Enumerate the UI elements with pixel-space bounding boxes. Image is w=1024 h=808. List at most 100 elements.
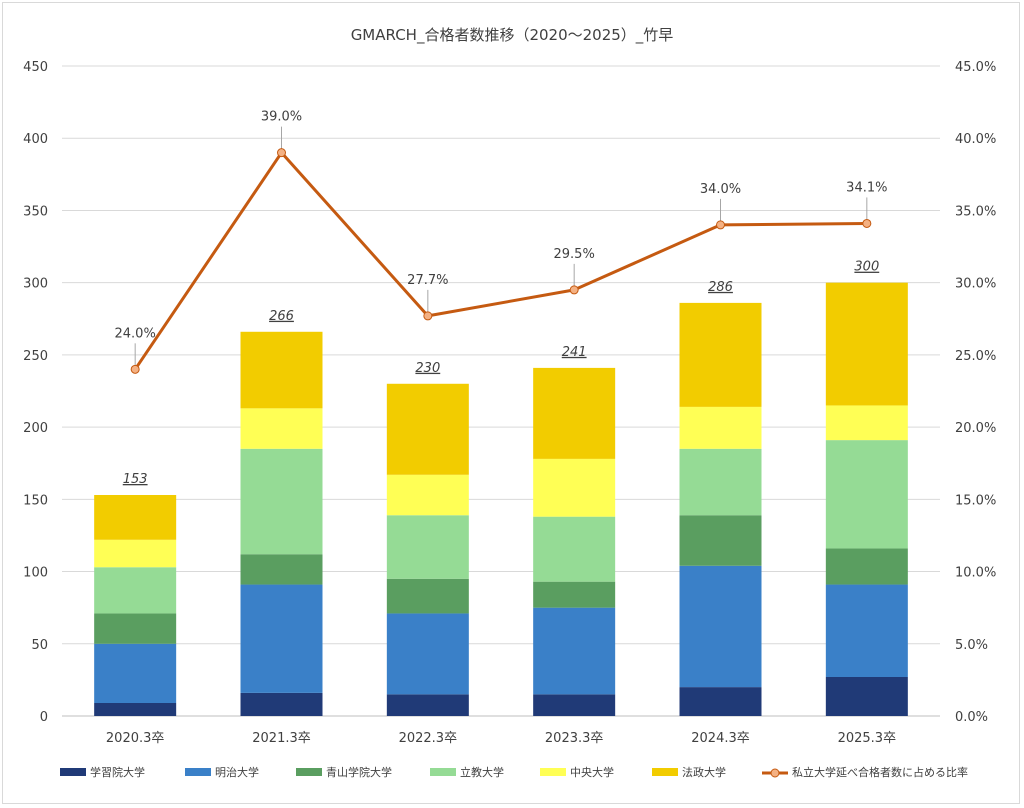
x-tick-label: 2022.3卒 xyxy=(399,731,458,746)
x-tick-label: 2025.3卒 xyxy=(838,731,897,746)
y2-tick-label: 20.0% xyxy=(955,421,996,436)
bar-segment xyxy=(240,448,323,555)
bar-segment xyxy=(679,687,762,716)
bar-total-label: 153 xyxy=(123,472,148,487)
bar-segment xyxy=(386,383,469,475)
y-axis-left: 0 50 100 150 200 250 300 350 400 450 xyxy=(23,60,48,725)
bar-segment xyxy=(94,703,177,716)
chart-title: GMARCH_合格者数推移（2020～2025）_竹早 xyxy=(351,26,674,45)
bar-segment xyxy=(533,516,616,582)
ratio-label: 34.1% xyxy=(846,180,887,195)
x-tick-label: 2020.3卒 xyxy=(106,731,165,746)
y2-tick-label: 40.0% xyxy=(955,132,996,147)
legend-swatch xyxy=(652,768,678,776)
legend-label: 法政大学 xyxy=(682,765,726,779)
ratio-label: 29.5% xyxy=(554,247,595,262)
y2-tick-label: 25.0% xyxy=(955,349,996,364)
bar-segment xyxy=(825,548,908,585)
bar-total-label: 266 xyxy=(269,309,294,324)
legend-label: 中央大学 xyxy=(570,765,614,779)
y2-tick-label: 45.0% xyxy=(955,60,996,75)
y2-tick-label: 10.0% xyxy=(955,566,996,581)
bar-total-label: 230 xyxy=(415,361,440,376)
ratio-label: 39.0% xyxy=(261,110,302,125)
bar-segment xyxy=(386,578,469,614)
bar-segment xyxy=(386,613,469,695)
bar-segment xyxy=(386,694,469,716)
legend-swatch xyxy=(185,768,211,776)
bar-total-label: 241 xyxy=(562,345,587,360)
bar-segment xyxy=(533,607,616,695)
bar-segment xyxy=(825,584,908,677)
y2-tick-label: 0.0% xyxy=(955,710,988,725)
bar-segment xyxy=(94,567,177,614)
total-labels: 153 266 230 241 286 300 xyxy=(123,260,879,487)
bar-segment xyxy=(825,440,908,549)
ratio-line-path xyxy=(133,151,867,371)
bar-segment xyxy=(679,515,762,566)
legend-line-marker xyxy=(770,768,780,778)
bar-segment xyxy=(533,581,616,608)
y-tick-label: 450 xyxy=(23,60,48,75)
bar-segment xyxy=(94,495,177,540)
bar-segment xyxy=(533,367,616,459)
ratio-label: 27.7% xyxy=(407,273,448,288)
bar-segment xyxy=(679,302,762,407)
legend-label: 立教大学 xyxy=(460,765,504,779)
y2-tick-label: 15.0% xyxy=(955,493,996,508)
y-tick-label: 100 xyxy=(23,566,48,581)
gridlines xyxy=(62,65,940,717)
y-tick-label: 300 xyxy=(23,277,48,292)
legend-label: 私立大学延べ合格者数に占める比率 xyxy=(792,765,968,779)
bar-segment xyxy=(533,458,616,517)
y-tick-label: 350 xyxy=(23,204,48,219)
bar-total-label: 300 xyxy=(854,260,879,275)
ratio-point xyxy=(716,220,725,230)
y2-tick-label: 5.0% xyxy=(955,638,988,653)
x-tick-label: 2021.3卒 xyxy=(252,731,311,746)
x-tick-label: 2024.3卒 xyxy=(691,731,750,746)
ratio-label: 24.0% xyxy=(115,326,156,341)
bar-segment xyxy=(386,515,469,579)
x-axis: 2020.3卒 2021.3卒 2022.3卒 2023.3卒 2024.3卒 2025.… xyxy=(106,731,896,746)
y-tick-label: 50 xyxy=(31,638,48,653)
bar-segment xyxy=(240,692,323,716)
legend-swatch xyxy=(540,768,566,776)
y2-tick-label: 35.0% xyxy=(955,204,996,219)
y2-tick-label: 30.0% xyxy=(955,277,996,292)
y-tick-label: 0 xyxy=(40,710,48,725)
y-tick-label: 400 xyxy=(23,132,48,147)
legend-swatch xyxy=(430,768,456,776)
bar-total-label: 286 xyxy=(708,280,733,295)
ratio-point xyxy=(130,364,140,374)
bar-segment xyxy=(240,331,323,409)
ratio-point xyxy=(423,311,433,321)
legend-swatch xyxy=(296,768,322,776)
legend-label: 学習院大学 xyxy=(90,765,145,779)
bar-segment xyxy=(679,406,762,449)
bar-segment xyxy=(386,474,469,516)
bar-segment xyxy=(825,282,908,406)
ratio-point xyxy=(277,148,286,158)
ratio-label: 34.0% xyxy=(700,182,741,197)
bar-segment xyxy=(240,408,323,449)
bar-segment xyxy=(825,405,908,441)
bar-segment xyxy=(240,584,323,693)
legend: 学習院大学 明治大学 青山学院大学 立教大学 中央大学 法政大学 私立大学延べ合格者数に占め… xyxy=(60,765,968,779)
bar-segment xyxy=(679,448,762,516)
bar-segment xyxy=(825,677,908,716)
legend-swatch xyxy=(60,768,86,776)
bar-segment xyxy=(94,643,177,703)
y-tick-label: 150 xyxy=(23,493,48,508)
bar-segment xyxy=(679,565,762,688)
y-axis-right: 0.0% 5.0% 10.0% 15.0% 20.0% 25.0% 30.0% 35.0% 40… xyxy=(955,60,996,725)
bars xyxy=(94,282,908,716)
bar-segment xyxy=(533,694,616,716)
legend-label: 青山学院大学 xyxy=(326,765,392,779)
ratio-point xyxy=(569,285,579,295)
bar-segment xyxy=(94,539,177,568)
legend-label: 明治大学 xyxy=(215,765,259,779)
ratio-point xyxy=(862,218,872,228)
bar-segment xyxy=(240,554,323,585)
